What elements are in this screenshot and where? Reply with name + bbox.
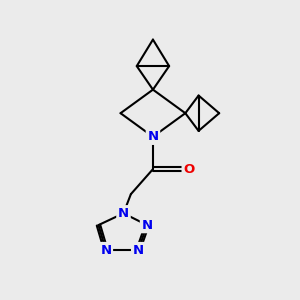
Text: N: N [118,207,129,220]
Text: N: N [133,244,144,256]
Text: N: N [147,130,158,143]
Text: N: N [142,219,153,232]
Text: N: N [100,244,111,256]
Text: O: O [183,163,194,176]
